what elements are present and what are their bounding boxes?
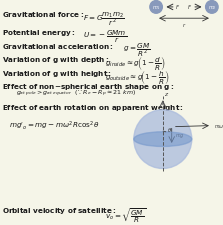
Text: $m\omega^2 R\cos\theta$: $m\omega^2 R\cos\theta$: [214, 121, 223, 131]
Text: $\mathbf{Variation\ of\ g\ with\ depth:}$: $\mathbf{Variation\ of\ g\ with\ depth:}…: [2, 55, 110, 65]
Text: $mg$: $mg$: [175, 131, 185, 139]
Text: $g_{outside} \approx g\!\left(1 - \dfrac{h}{R}\right)$: $g_{outside} \approx g\!\left(1 - \dfrac…: [105, 69, 169, 86]
Circle shape: [150, 2, 162, 14]
Text: $m_1$: $m_1$: [152, 4, 160, 12]
Ellipse shape: [134, 132, 192, 147]
Text: $\mathbf{Gravitational\ acceleration:}$: $\mathbf{Gravitational\ acceleration:}$: [2, 42, 114, 51]
Text: $r$: $r$: [182, 21, 186, 29]
Text: $\mathbf{Effect\ of\ non{-}spherical\ earth\ shape\ on\ g:}$: $\mathbf{Effect\ of\ non{-}spherical\ ea…: [2, 82, 174, 92]
Text: $g_{inside} \approx g\!\left(1 - \dfrac{d}{R}\right)$: $g_{inside} \approx g\!\left(1 - \dfrac{…: [105, 55, 166, 72]
Text: $v_o = \sqrt{\dfrac{GM}{R}}$: $v_o = \sqrt{\dfrac{GM}{R}}$: [105, 205, 146, 224]
Circle shape: [134, 110, 192, 169]
Text: $F$: $F$: [188, 3, 192, 11]
Text: $\mathbf{Potential\ energy:}$: $\mathbf{Potential\ energy:}$: [2, 28, 76, 38]
Text: $F$: $F$: [176, 3, 180, 11]
Text: $\mathbf{Effect\ of\ earth\ rotation\ on\ apparent\ weight:}$: $\mathbf{Effect\ of\ earth\ rotation\ on…: [2, 102, 184, 112]
Text: $U = -\dfrac{GMm}{r}$: $U = -\dfrac{GMm}{r}$: [83, 28, 126, 44]
Text: $m_2$: $m_2$: [208, 4, 216, 12]
Text: $g = \dfrac{GM}{R^2}$: $g = \dfrac{GM}{R^2}$: [123, 42, 150, 59]
Text: $\mathbf{Variation\ of\ g\ with\ height:}$: $\mathbf{Variation\ of\ g\ with\ height:…: [2, 69, 112, 79]
Text: $F = G\dfrac{m_1 m_2}{r^2}$: $F = G\dfrac{m_1 m_2}{r^2}$: [83, 10, 124, 28]
Text: $\theta$: $\theta$: [167, 126, 172, 134]
Text: $\mathbf{Gravitational\ force:}$: $\mathbf{Gravitational\ force:}$: [2, 10, 85, 19]
Text: $z$: $z$: [163, 91, 169, 98]
Text: $g_{at\ pole} > g_{at\ equator}\ \ (\because R_e - R_p \approx 21\ km)$: $g_{at\ pole} > g_{at\ equator}\ \ (\bec…: [16, 89, 136, 99]
Text: $\mathbf{Orbital\ velocity\ of\ satellite:}$: $\mathbf{Orbital\ velocity\ of\ satellit…: [2, 205, 117, 215]
Circle shape: [206, 2, 218, 14]
Text: $mg'_o = mg - m\omega^2 R\cos^2\!\theta$: $mg'_o = mg - m\omega^2 R\cos^2\!\theta$: [9, 119, 99, 132]
